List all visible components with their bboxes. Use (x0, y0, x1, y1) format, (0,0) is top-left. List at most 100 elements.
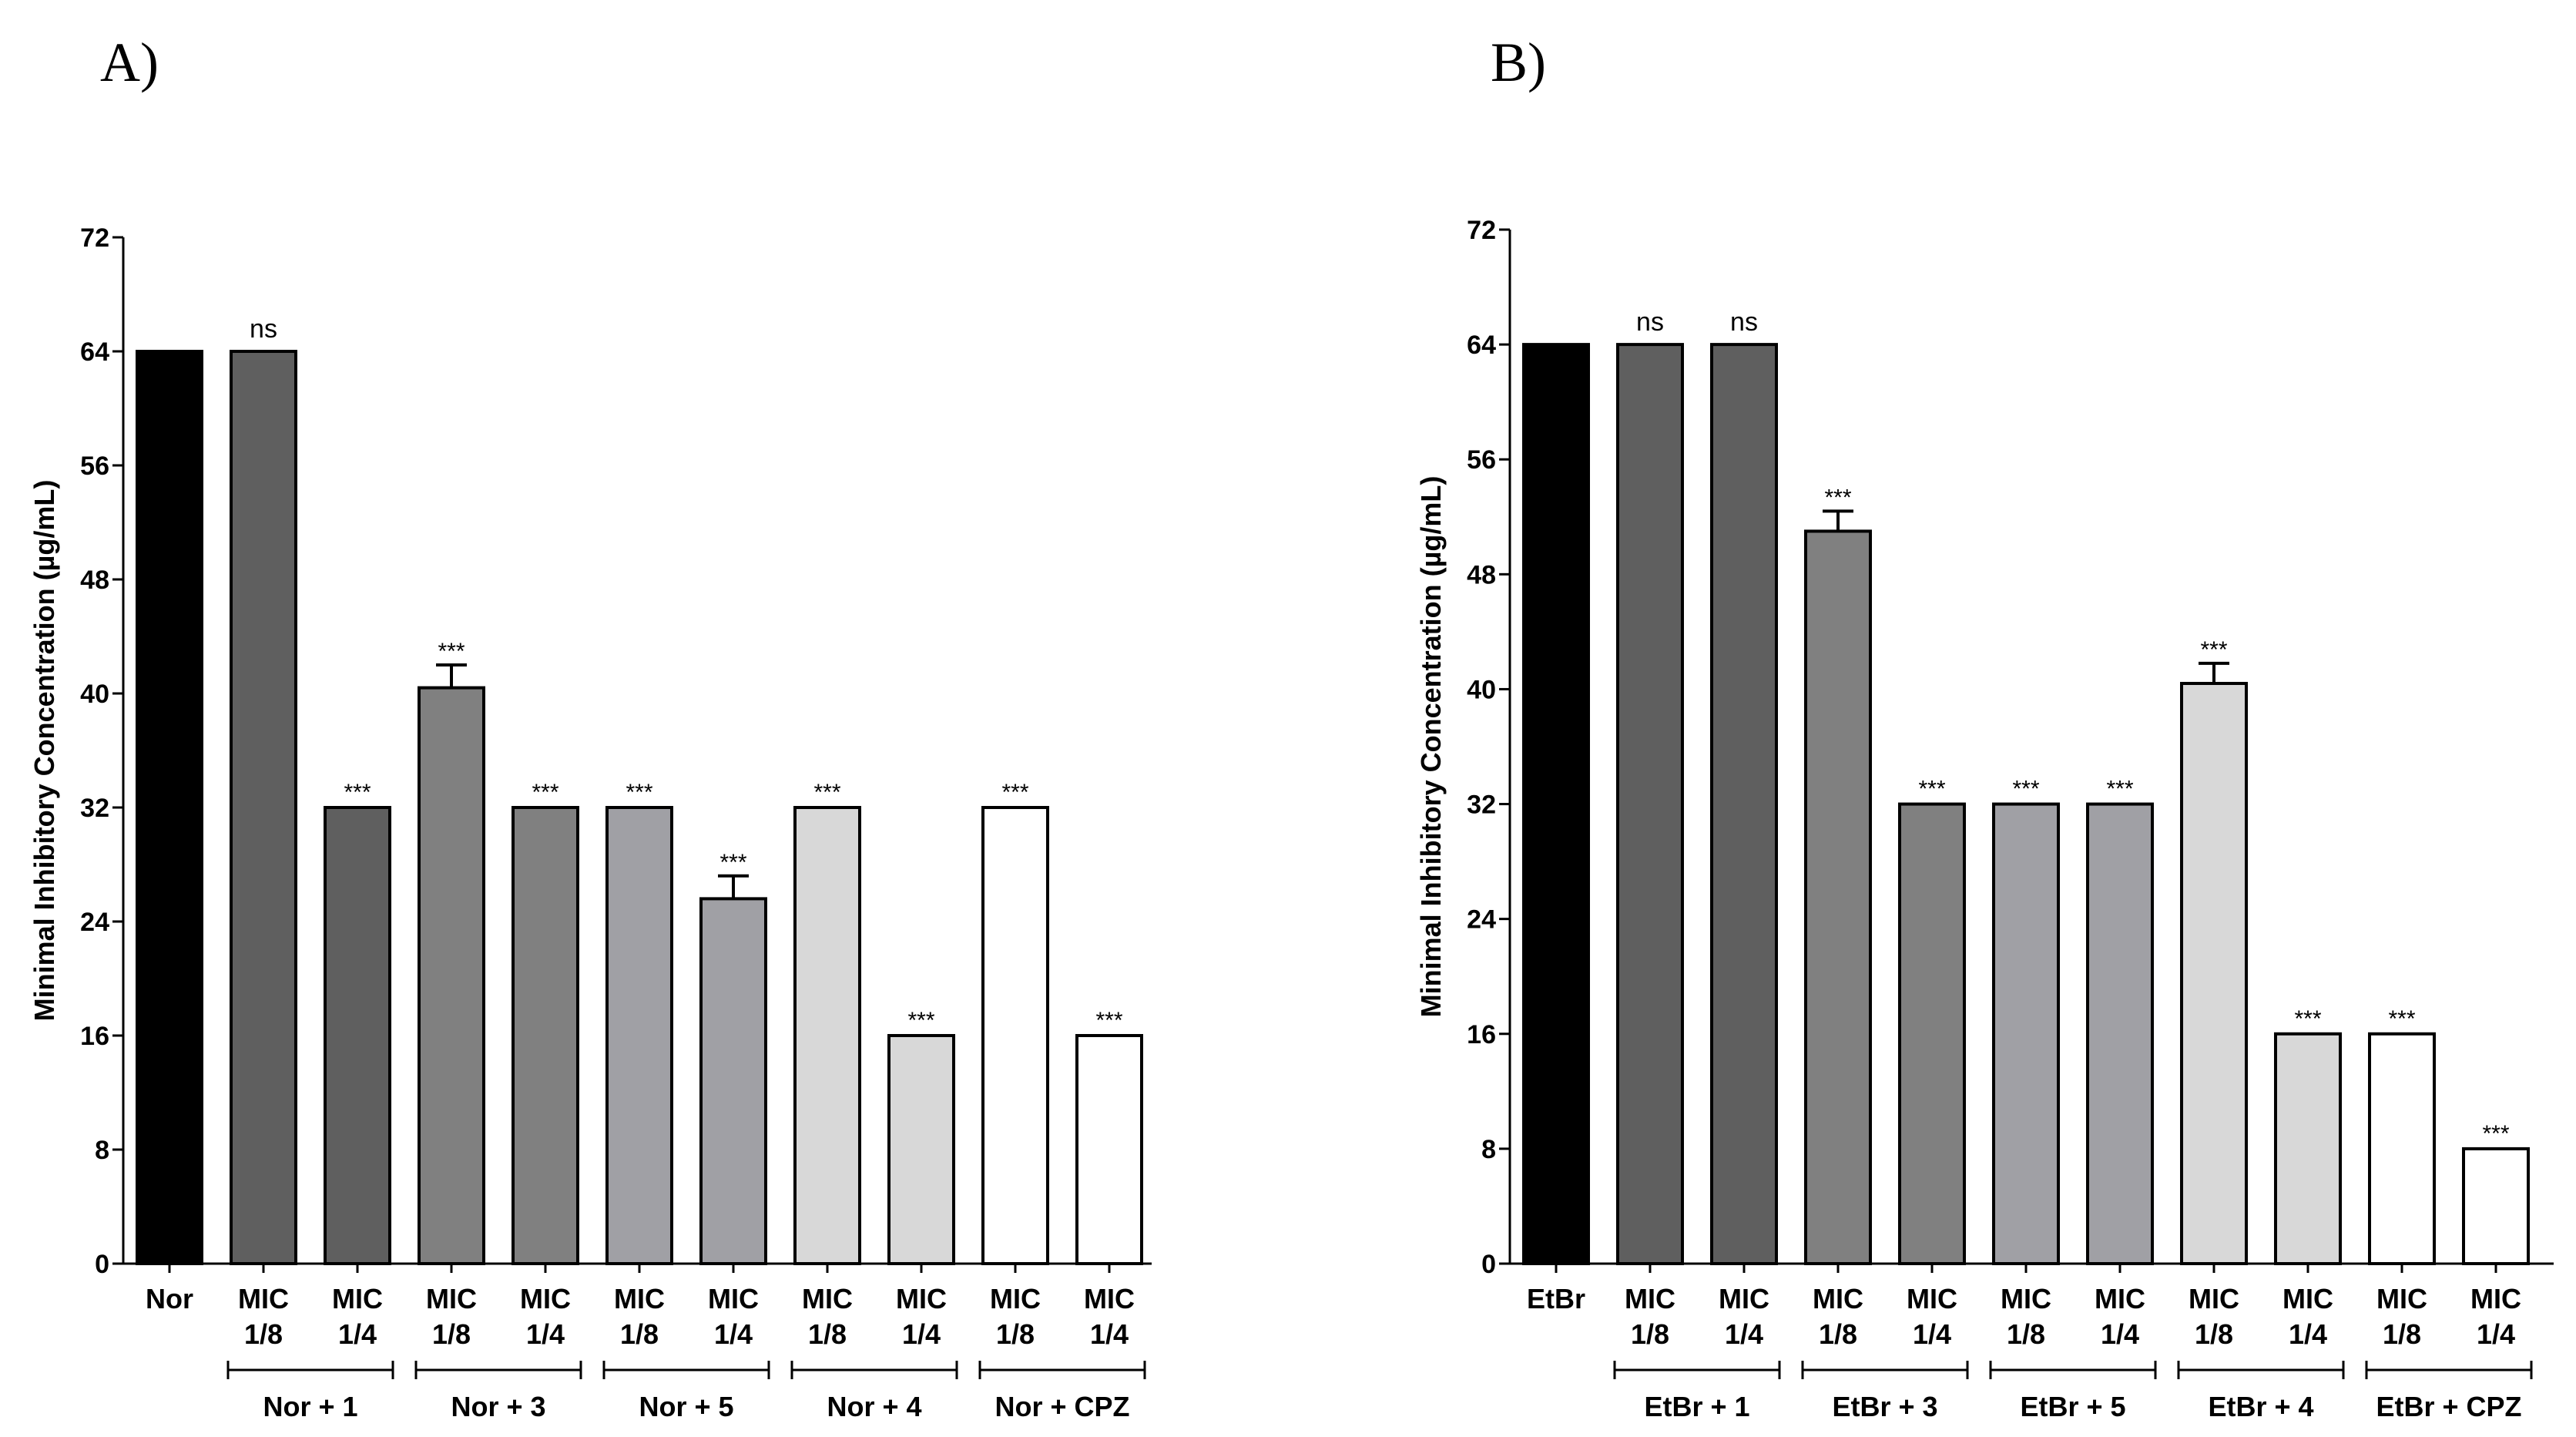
x-tick-label: EtBr (1527, 1283, 1585, 1314)
x-tick-sublabel: 1/4 (2477, 1318, 2515, 1350)
x-tick-label: MIC (896, 1283, 947, 1314)
y-tick-label: 72 (80, 223, 109, 253)
x-tick-label: MIC (332, 1283, 383, 1314)
y-tick-label: 48 (80, 566, 109, 595)
significance-label: *** (1095, 1008, 1122, 1033)
bar (981, 806, 1049, 1265)
group-label: EtBr + 4 (2208, 1391, 2313, 1422)
bar (136, 350, 203, 1265)
y-tick-label: 16 (80, 1022, 109, 1051)
y-tick-label: 56 (80, 452, 109, 481)
x-tick-label: MIC (990, 1283, 1041, 1314)
group-label: EtBr + 3 (1832, 1391, 1937, 1422)
significance-label: *** (1001, 780, 1028, 805)
significance-label: *** (1824, 485, 1851, 510)
bar (512, 806, 579, 1265)
x-tick-sublabel: 1/8 (620, 1318, 659, 1350)
bar (2368, 1032, 2436, 1266)
y-tick-label: 8 (1481, 1135, 1496, 1164)
y-tick-label: 24 (1467, 905, 1496, 935)
group-label: Nor + CPZ (995, 1391, 1129, 1422)
y-tick-label: 32 (1467, 791, 1496, 820)
x-tick-label: MIC (520, 1283, 571, 1314)
bar (1616, 343, 1684, 1266)
x-tick-label: MIC (238, 1283, 289, 1314)
significance-label: ns (1636, 307, 1664, 337)
significance-label: *** (2294, 1006, 2321, 1032)
significance-label: *** (813, 780, 840, 805)
bar (1804, 529, 1872, 1265)
y-tick-label: 24 (80, 908, 109, 937)
x-tick-label: MIC (2095, 1283, 2145, 1314)
y-tick-label: 8 (95, 1136, 109, 1165)
x-tick-label: MIC (802, 1283, 853, 1314)
x-tick-sublabel: 1/4 (1913, 1318, 1951, 1350)
x-tick-sublabel: 1/4 (338, 1318, 377, 1350)
y-tick-label: 40 (1467, 675, 1496, 704)
x-tick-sublabel: 1/8 (2383, 1318, 2421, 1350)
x-tick-sublabel: 1/4 (526, 1318, 565, 1350)
x-tick-sublabel: 1/8 (996, 1318, 1035, 1350)
significance-label: *** (2200, 637, 2227, 663)
significance-label: *** (344, 780, 371, 805)
x-tick-sublabel: 1/4 (2101, 1318, 2139, 1350)
significance-label: *** (1918, 777, 1945, 802)
x-tick-label: MIC (1084, 1283, 1135, 1314)
x-tick-sublabel: 1/8 (2007, 1318, 2045, 1350)
y-tick-label: 0 (1481, 1250, 1496, 1279)
significance-label: *** (2106, 777, 2133, 802)
y-tick-label: 72 (1467, 216, 1496, 245)
x-tick-label: MIC (1625, 1283, 1675, 1314)
x-tick-label: MIC (2283, 1283, 2333, 1314)
x-tick-label: MIC (614, 1283, 665, 1314)
significance-label: *** (2012, 777, 2039, 802)
y-axis-label: Minimal Inhibitory Concentration (µg/mL) (29, 480, 60, 1022)
x-tick-label: MIC (1813, 1283, 1863, 1314)
bar (1710, 343, 1778, 1266)
significance-label: *** (2388, 1006, 2415, 1032)
x-tick-label: MIC (2376, 1283, 2427, 1314)
bar (1992, 802, 2060, 1265)
x-tick-label: MIC (2001, 1283, 2051, 1314)
group-label: EtBr + 5 (2020, 1391, 2125, 1422)
group-label: Nor + 4 (827, 1391, 921, 1422)
significance-label: ns (250, 314, 277, 344)
bar (324, 806, 391, 1265)
y-tick-label: 64 (1467, 331, 1496, 360)
y-tick-label: 40 (80, 680, 109, 709)
bar (793, 806, 861, 1265)
x-tick-sublabel: 1/4 (2289, 1318, 2327, 1350)
bar (2274, 1032, 2342, 1266)
x-tick-sublabel: 1/8 (432, 1318, 471, 1350)
y-tick-label: 16 (1467, 1020, 1496, 1049)
significance-label: *** (907, 1008, 934, 1033)
group-label: Nor + 3 (451, 1391, 545, 1422)
bar (2462, 1147, 2530, 1266)
x-tick-sublabel: 1/4 (1090, 1318, 1129, 1350)
significance-label: *** (438, 639, 465, 664)
x-tick-label: MIC (2470, 1283, 2521, 1314)
x-tick-sublabel: 1/8 (808, 1318, 847, 1350)
bar (605, 806, 673, 1265)
y-tick-label: 0 (95, 1250, 109, 1279)
significance-label: ns (1730, 307, 1758, 337)
bar (2180, 681, 2248, 1265)
x-tick-sublabel: 1/8 (2195, 1318, 2233, 1350)
bar (699, 897, 767, 1266)
x-tick-sublabel: 1/4 (1725, 1318, 1763, 1350)
significance-label: *** (719, 850, 746, 875)
y-tick-label: 56 (1467, 445, 1496, 475)
bar (887, 1034, 955, 1265)
y-tick-label: 64 (80, 337, 109, 367)
y-tick-label: 48 (1467, 560, 1496, 589)
y-axis-label: Minimal Inhibitory Concentration (µg/mL) (1415, 476, 1447, 1018)
bar (230, 350, 297, 1265)
significance-label: *** (532, 780, 558, 805)
x-tick-sublabel: 1/8 (1819, 1318, 1857, 1350)
panel-label: A) (100, 32, 159, 93)
x-tick-sublabel: 1/4 (902, 1318, 941, 1350)
significance-label: *** (2482, 1121, 2509, 1147)
group-label: EtBr + CPZ (2376, 1391, 2521, 1422)
bar (418, 686, 485, 1265)
